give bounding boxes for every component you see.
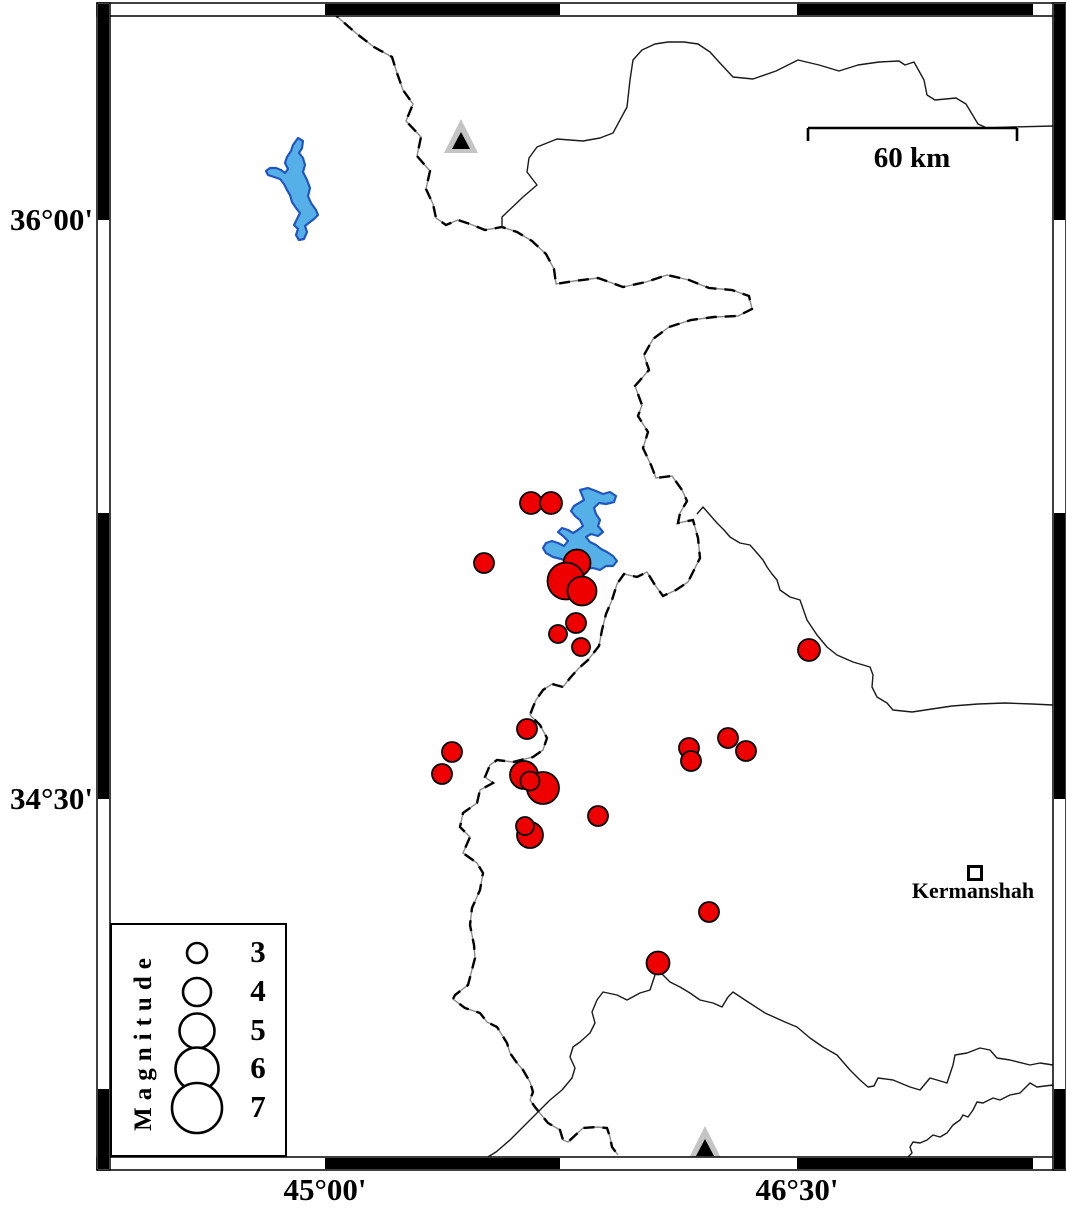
lon-tick-label-46-30: 46°30' — [755, 1172, 839, 1207]
earthquake-epicenter — [515, 816, 535, 836]
legend-value-3: 3 — [250, 934, 266, 969]
earthquake-epicenter — [735, 740, 757, 762]
earthquake-epicenter — [473, 552, 495, 574]
station-triangle-core-icon — [696, 1139, 714, 1156]
earthquake-epicenter — [680, 750, 702, 772]
earthquake-epicenter — [431, 763, 453, 785]
legend-magnitude-circle — [170, 1081, 224, 1135]
earthquake-epicenter — [645, 950, 671, 976]
earthquake-epicenter — [516, 718, 538, 740]
earthquake-epicenter — [698, 901, 720, 923]
epicenter-layer — [431, 491, 821, 976]
lakes — [264, 136, 619, 572]
earthquake-epicenter — [565, 612, 587, 634]
lat-tick-label-36-00: 36°00' — [9, 202, 93, 237]
earthquake-epicenter — [587, 805, 609, 827]
legend-title: Magnitude — [130, 951, 157, 1131]
map-frame — [96, 2, 1066, 1171]
earthquake-epicenter — [717, 727, 739, 749]
magnitude-legend — [110, 923, 287, 1157]
earthquake-epicenter — [519, 491, 543, 515]
border-dashed-line — [329, 9, 754, 1156]
river-south-east — [657, 962, 1054, 1091]
city-marker-kermanshah — [967, 865, 983, 881]
earthquake-epicenter — [566, 575, 598, 607]
river-north — [501, 41, 1054, 227]
lake-northwest — [264, 136, 320, 242]
legend-magnitude-circle — [178, 1012, 216, 1050]
international-border — [329, 9, 754, 1156]
legend-value-7: 7 — [250, 1089, 266, 1124]
station-triangle-core-icon — [452, 132, 470, 149]
earthquake-epicenter — [441, 741, 463, 763]
rivers — [482, 41, 1054, 1161]
earthquake-epicenter — [539, 491, 563, 515]
river-bottom-right — [906, 1082, 1054, 1159]
station-layer — [444, 119, 722, 1160]
border-underlay-line — [329, 9, 753, 1156]
legend-circles — [170, 941, 224, 1135]
scale-bar — [806, 126, 1019, 141]
city-label-kermanshah: Kermanshah — [911, 878, 1035, 903]
earthquake-epicenter — [519, 770, 541, 792]
river-east — [696, 506, 1054, 713]
legend-value-6: 6 — [250, 1050, 266, 1085]
legend-value-4: 4 — [250, 973, 266, 1008]
earthquake-epicenter — [571, 637, 591, 657]
scale-bar-label: 60 km — [873, 142, 951, 174]
legend-magnitude-circle — [185, 941, 209, 965]
legend-value-5: 5 — [250, 1012, 266, 1047]
earthquake-epicenter — [548, 624, 568, 644]
earthquake-epicenter — [797, 638, 821, 662]
legend-magnitude-circle — [181, 976, 213, 1008]
river-south-west — [482, 962, 659, 1161]
lon-tick-label-45-00: 45°00' — [283, 1172, 367, 1207]
lat-tick-label-34-30: 34°30' — [9, 781, 93, 816]
